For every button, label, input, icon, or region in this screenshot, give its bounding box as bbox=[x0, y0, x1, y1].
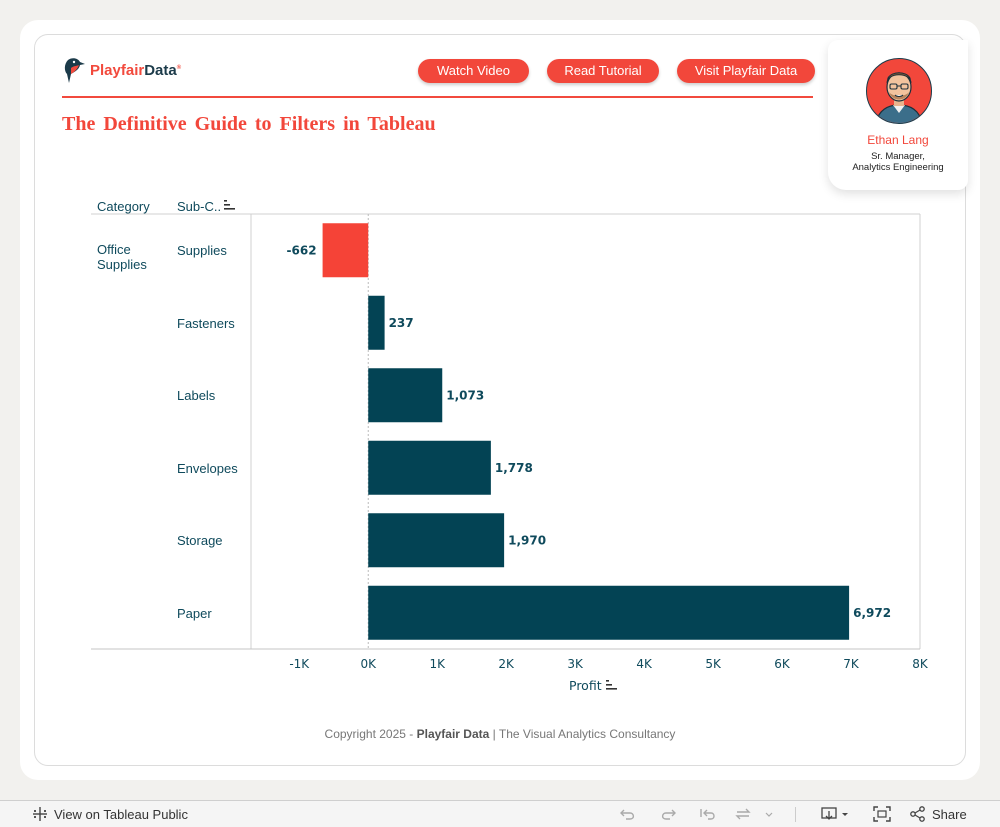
watch-video-button[interactable]: Watch Video bbox=[418, 59, 529, 83]
bar-supplies[interactable] bbox=[322, 223, 369, 278]
toolbar-divider bbox=[795, 807, 796, 822]
x-tick-label: 6K bbox=[774, 657, 791, 671]
logo-wordmark: PlayfairData® bbox=[90, 61, 182, 79]
redo-icon[interactable] bbox=[658, 805, 678, 823]
x-tick-label: 7K bbox=[843, 657, 860, 671]
copyright-footer: Copyright 2025 - Playfair Data | The Vis… bbox=[324, 727, 676, 741]
x-tick-label: 8K bbox=[912, 657, 929, 671]
x-tick-label: 5K bbox=[705, 657, 722, 671]
author-card[interactable]: Ethan Lang Sr. Manager, Analytics Engine… bbox=[828, 40, 968, 190]
data-label-fasteners: 237 bbox=[389, 316, 414, 330]
row-label-labels: Labels bbox=[177, 388, 216, 403]
view-on-tableau-public-link[interactable]: View on Tableau Public bbox=[32, 806, 188, 822]
row-label-supplies: Supplies bbox=[177, 243, 227, 258]
author-name: Ethan Lang bbox=[867, 133, 929, 147]
author-avatar bbox=[866, 58, 932, 124]
data-label-storage: 1,970 bbox=[508, 533, 546, 547]
category-column-header[interactable]: Category bbox=[97, 199, 150, 214]
x-tick-label: 4K bbox=[636, 657, 653, 671]
bar-paper[interactable] bbox=[368, 585, 850, 640]
data-label-envelopes: 1,778 bbox=[495, 461, 533, 475]
data-label-paper: 6,972 bbox=[853, 606, 891, 620]
x-tick-label: 3K bbox=[567, 657, 584, 671]
data-label-supplies: -662 bbox=[287, 243, 317, 257]
x-tick-label: 0K bbox=[360, 657, 377, 671]
download-icon[interactable] bbox=[820, 805, 852, 823]
undo-icon[interactable] bbox=[618, 805, 638, 823]
x-axis-title[interactable]: Profit bbox=[569, 678, 602, 693]
subcategory-column-header[interactable]: Sub-C.. bbox=[177, 199, 222, 214]
row-label-envelopes: Envelopes bbox=[177, 461, 238, 476]
author-role: Sr. Manager, Analytics Engineering bbox=[852, 151, 944, 173]
view-on-tableau-public-label: View on Tableau Public bbox=[54, 806, 188, 822]
x-tick-label: 1K bbox=[429, 657, 446, 671]
profit-bar-chart: -662 237 1,073 1,778 1,970 6,972 -1K 0K 1K 2K 3K 4… bbox=[91, 213, 929, 693]
read-tutorial-button[interactable]: Read Tutorial bbox=[547, 59, 659, 83]
bar-envelopes[interactable] bbox=[368, 440, 491, 495]
category-label-office-supplies: Office Supplies bbox=[97, 242, 147, 272]
data-label-labels: 1,073 bbox=[446, 388, 484, 402]
x-tick-label: 2K bbox=[498, 657, 515, 671]
bar-labels[interactable] bbox=[368, 368, 443, 423]
refresh-icon[interactable] bbox=[733, 805, 777, 823]
sort-descending-icon[interactable] bbox=[224, 200, 236, 210]
tableau-logo-icon bbox=[33, 807, 47, 821]
header-divider bbox=[62, 96, 813, 98]
page-title: The Definitive Guide to Filters in Table… bbox=[62, 113, 436, 135]
fullscreen-icon[interactable] bbox=[872, 805, 892, 823]
x-tick-label: -1K bbox=[289, 657, 310, 671]
axis-sort-icon[interactable] bbox=[606, 680, 618, 690]
visit-playfair-data-button[interactable]: Visit Playfair Data bbox=[677, 59, 815, 83]
share-button-label[interactable]: Share bbox=[932, 807, 967, 822]
tableau-toolbar: View on Tableau Public Share bbox=[0, 800, 1000, 827]
revert-icon[interactable] bbox=[698, 805, 718, 823]
row-label-fasteners: Fasteners bbox=[177, 316, 235, 331]
row-label-storage: Storage bbox=[177, 533, 223, 548]
row-label-paper: Paper bbox=[177, 606, 212, 621]
kingfisher-logo-icon bbox=[64, 58, 85, 83]
dashboard-frame bbox=[34, 34, 966, 766]
playfair-data-logo[interactable]: PlayfairData® bbox=[62, 56, 181, 84]
bar-storage[interactable] bbox=[368, 513, 505, 568]
share-icon[interactable] bbox=[908, 805, 928, 823]
bar-fasteners[interactable] bbox=[368, 295, 385, 350]
